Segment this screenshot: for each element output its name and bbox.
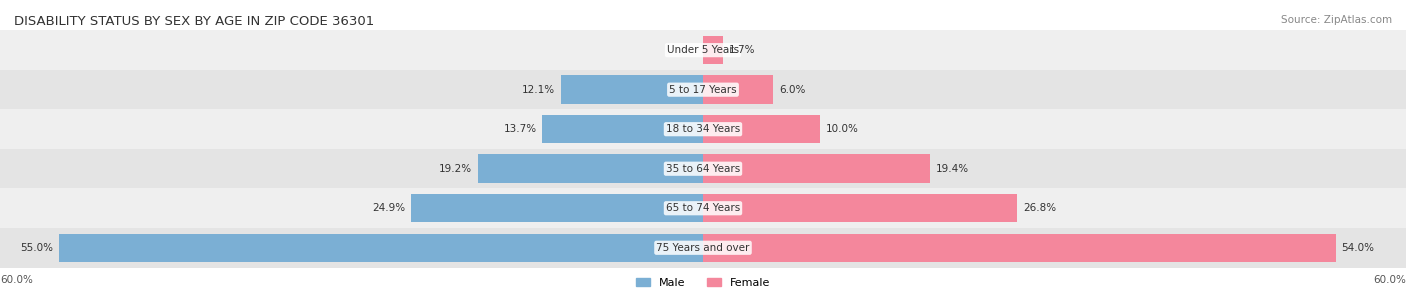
Bar bbox=[59, 233, 703, 262]
Text: 10.0%: 10.0% bbox=[827, 124, 859, 134]
Bar bbox=[0, 188, 1406, 228]
Text: 24.9%: 24.9% bbox=[373, 203, 405, 213]
Bar bbox=[703, 36, 723, 64]
Text: 55.0%: 55.0% bbox=[20, 243, 53, 253]
Bar bbox=[0, 228, 1406, 268]
Text: 60.0%: 60.0% bbox=[0, 275, 32, 285]
Bar bbox=[703, 194, 1017, 223]
Bar bbox=[561, 75, 703, 104]
Bar bbox=[703, 115, 820, 143]
Bar bbox=[0, 149, 1406, 188]
Bar bbox=[0, 70, 1406, 109]
Text: 12.1%: 12.1% bbox=[522, 85, 555, 95]
Bar bbox=[543, 115, 703, 143]
Text: 65 to 74 Years: 65 to 74 Years bbox=[666, 203, 740, 213]
Text: 13.7%: 13.7% bbox=[503, 124, 537, 134]
Bar bbox=[703, 154, 931, 183]
Bar bbox=[478, 154, 703, 183]
Text: 18 to 34 Years: 18 to 34 Years bbox=[666, 124, 740, 134]
Text: 5 to 17 Years: 5 to 17 Years bbox=[669, 85, 737, 95]
Text: 35 to 64 Years: 35 to 64 Years bbox=[666, 164, 740, 174]
Text: 26.8%: 26.8% bbox=[1024, 203, 1056, 213]
Text: 54.0%: 54.0% bbox=[1341, 243, 1375, 253]
Text: Source: ZipAtlas.com: Source: ZipAtlas.com bbox=[1281, 15, 1392, 25]
Text: Under 5 Years: Under 5 Years bbox=[666, 45, 740, 55]
Text: 75 Years and over: 75 Years and over bbox=[657, 243, 749, 253]
Text: 6.0%: 6.0% bbox=[779, 85, 806, 95]
Bar bbox=[703, 75, 773, 104]
Legend: Male, Female: Male, Female bbox=[631, 273, 775, 292]
Text: 1.7%: 1.7% bbox=[728, 45, 755, 55]
Text: 19.2%: 19.2% bbox=[439, 164, 472, 174]
Text: 60.0%: 60.0% bbox=[1374, 275, 1406, 285]
Text: 19.4%: 19.4% bbox=[936, 164, 969, 174]
Bar bbox=[703, 233, 1336, 262]
Bar bbox=[0, 30, 1406, 70]
Text: DISABILITY STATUS BY SEX BY AGE IN ZIP CODE 36301: DISABILITY STATUS BY SEX BY AGE IN ZIP C… bbox=[14, 15, 374, 28]
Bar bbox=[0, 109, 1406, 149]
Bar bbox=[412, 194, 703, 223]
